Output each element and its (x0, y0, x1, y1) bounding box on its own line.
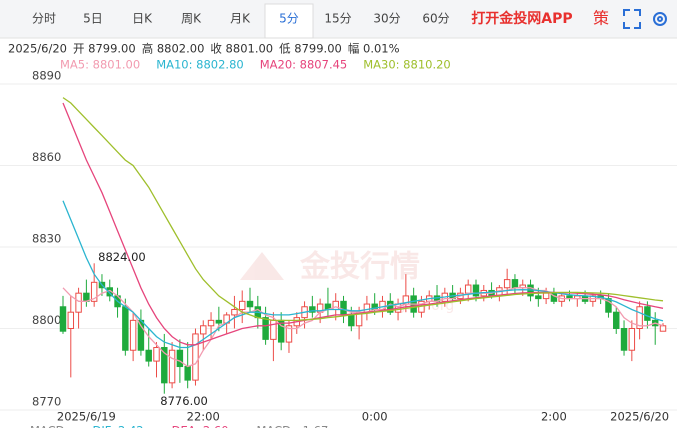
ma-line (62, 200, 664, 349)
ma-line (62, 287, 664, 368)
candle-body (90, 281, 98, 302)
indicator-label: DEA: 2.60 (172, 424, 229, 428)
watermark-logo (240, 252, 284, 280)
candle-body (613, 311, 620, 330)
candle-body (542, 292, 550, 300)
candle-body (659, 325, 667, 332)
x-tick-label: 2025/6/19 (57, 410, 116, 424)
candle-body (644, 306, 651, 321)
candle-body (332, 300, 339, 310)
tab-bar (0, 0, 677, 38)
candle-body (215, 319, 223, 324)
candle-body (628, 328, 636, 351)
info-item: 收 8801.00 (210, 42, 273, 56)
info-item: 开 8799.00 (73, 42, 136, 56)
info-line: 2025/6/20 开 8799.00 高 8802.00 收 8801.00 低 87… (8, 42, 400, 56)
settings-icon[interactable] (653, 12, 667, 26)
high-annotation: 8824.00 (98, 250, 146, 264)
tab[interactable]: 5日 (83, 12, 103, 26)
candle-body (503, 279, 511, 289)
candle-body (246, 300, 254, 308)
low-annotation: 8776.00 (160, 394, 208, 408)
x-tick-label: 22:00 (187, 410, 220, 424)
tab[interactable]: 5分 (279, 12, 299, 26)
legend-entry: MA20: 8807.45 (260, 58, 348, 72)
candle-body (67, 311, 75, 330)
y-tick-label: 8800 (32, 313, 61, 327)
legend-entry: MA30: 8810.20 (363, 58, 451, 72)
x-tick-label: 2025/6/20 (610, 410, 669, 424)
candle-body (200, 325, 207, 335)
ma-line (62, 102, 664, 346)
indicator-label: MACD: -1.67 (257, 424, 329, 428)
tab[interactable]: 分时 (32, 12, 56, 26)
candle-body (511, 279, 519, 289)
candle-body (231, 308, 238, 316)
tabs: 分时 5日 日K 周K 月K 5分 15分 30分 60分 (32, 3, 450, 39)
candle-body (620, 328, 628, 351)
legend: MA5: 8801.00 MA10: 8802.80 MA20: 8807.45 MA… (60, 58, 451, 72)
candle-body (636, 306, 643, 329)
candle-body (145, 349, 152, 362)
strategy-icon[interactable]: 策 (593, 9, 609, 28)
tab[interactable]: 日K (132, 12, 153, 26)
y-tick-label: 8830 (32, 232, 61, 246)
candle-body (238, 300, 246, 310)
y-tick-label: 8890 (32, 69, 61, 83)
candle-body (192, 333, 199, 381)
candle-body (535, 295, 542, 300)
fullscreen-icon[interactable] (623, 9, 641, 29)
ma-line (62, 97, 664, 322)
candle-body (153, 347, 160, 362)
candle-body (270, 319, 277, 340)
candle-body (176, 349, 184, 368)
candle-body (168, 349, 176, 384)
y-tick-label: 8860 (32, 150, 61, 164)
candle-body (262, 317, 269, 340)
info-item: 低 8799.00 (279, 42, 342, 56)
candle-body (75, 292, 82, 313)
info-item: 幅 0.01% (348, 42, 400, 56)
candle-body (122, 306, 129, 351)
x-tick-label: 2:00 (541, 410, 567, 424)
candle-body (129, 319, 137, 351)
candle-body (348, 314, 355, 327)
tab[interactable]: 15分 (324, 12, 351, 26)
tab-selected-bg (264, 3, 314, 39)
candle-body (309, 306, 316, 313)
y-tick-label: 8770 (32, 395, 61, 409)
app-link[interactable]: 打开金投网APP (471, 10, 572, 27)
candle-body (59, 306, 67, 332)
tab[interactable]: 30分 (373, 12, 400, 26)
tab[interactable]: 周K (181, 12, 202, 26)
candle-body (472, 284, 480, 297)
legend-entry: MA10: 8802.80 (156, 58, 244, 72)
x-tick-label: 0:00 (362, 410, 388, 424)
info-item: 2025/6/20 (8, 42, 67, 56)
candle-body (207, 319, 215, 327)
info-item: 高 8802.00 (142, 42, 205, 56)
tab[interactable]: 月K (230, 12, 251, 26)
legend-entry: MA5: 8801.00 (60, 58, 140, 72)
candle-body (161, 347, 168, 384)
candle-body (184, 366, 191, 381)
watermark-text: 金投行情 (299, 250, 420, 285)
candle-body (340, 300, 347, 316)
indicator-label: MACD (30, 424, 65, 428)
candle-body (285, 325, 293, 343)
candle-body (464, 284, 472, 294)
indicator-label: DIF: 2.42 (92, 424, 143, 428)
tab[interactable]: 60分 (422, 12, 449, 26)
